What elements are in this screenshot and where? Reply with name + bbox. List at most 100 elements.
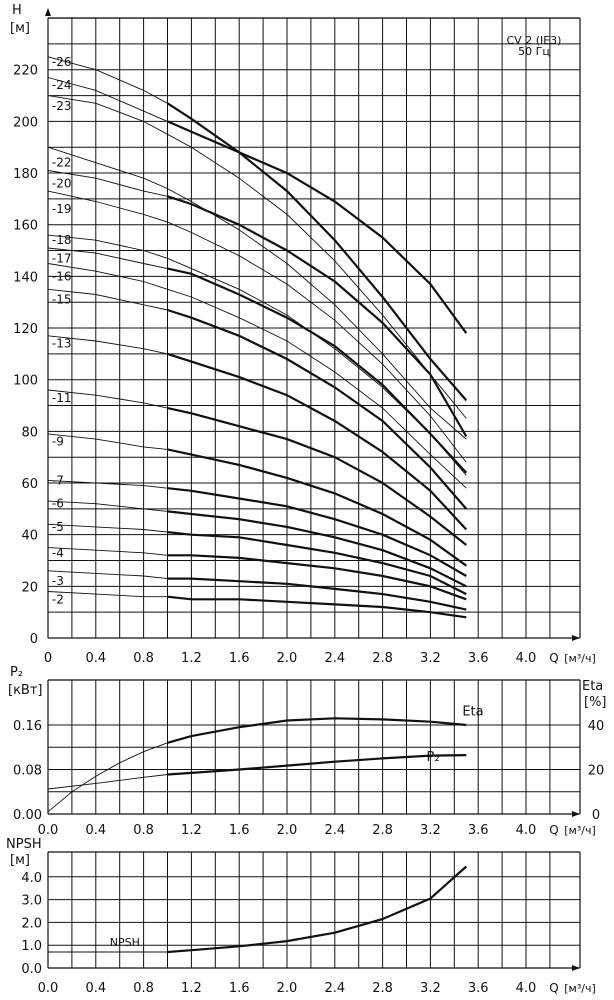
npsh-chart-panel: NPSH[м]0.01.02.03.04.00.0 0.4 0.8 1.2 1.6 2.0… xyxy=(6,837,596,996)
y-axis-arrow xyxy=(45,8,51,16)
y-tick-label: 100 xyxy=(13,374,38,389)
x-tick-label: 1.6 xyxy=(229,981,250,996)
curve-thin--22 xyxy=(47,146,467,440)
y-axis-right-unit: [%] xyxy=(584,695,607,710)
y-tick-label: 0.00 xyxy=(13,808,42,823)
x-tick-label: 2.4 xyxy=(324,651,345,666)
curve-thin-Eta xyxy=(47,742,168,813)
y-tick-label: 200 xyxy=(13,115,38,130)
y-tick-label: 2.0 xyxy=(21,916,42,931)
curve-thick--7 xyxy=(167,487,467,577)
y-tick-label: 0.0 xyxy=(21,962,42,977)
x-axis-unit: [м³/ч] xyxy=(564,652,596,665)
series-label: -15 xyxy=(52,293,72,307)
series-label: -11 xyxy=(52,391,72,405)
curve-thick--24 xyxy=(167,120,468,334)
x-axis-arrow xyxy=(572,811,580,817)
series-label: -17 xyxy=(52,251,72,265)
curve-thick--20 xyxy=(167,195,468,438)
x-tick-label: 0.0 xyxy=(38,823,59,838)
series-label: -13 xyxy=(52,337,72,351)
chart-subtitle: 50 Гц xyxy=(518,45,550,58)
x-tick-label: 3.6 xyxy=(468,651,489,666)
curve-thin--11 xyxy=(47,389,168,409)
x-tick-label: 2.4 xyxy=(324,981,345,996)
x-tick-label: 2.8 xyxy=(372,651,393,666)
y-axis-unit: [м] xyxy=(10,853,30,868)
curve-thin--26 xyxy=(47,56,168,104)
x-tick-label: 0 xyxy=(44,651,52,666)
x-tick-label: 4.0 xyxy=(516,823,537,838)
x-tick-label: 0.8 xyxy=(133,823,154,838)
curve-thin--19 xyxy=(47,190,467,463)
curve-thick-P xyxy=(167,754,467,776)
y-tick-label: 220 xyxy=(13,64,38,79)
curve-thin--4 xyxy=(47,547,168,556)
x-tick-label: 2.0 xyxy=(277,651,298,666)
y-tick-label: 160 xyxy=(13,219,38,234)
x-tick-label: 1.6 xyxy=(229,651,250,666)
curve-thick--11 xyxy=(167,407,467,546)
curve-thick-NPSH xyxy=(167,865,468,954)
curve-thin--18 xyxy=(47,234,467,476)
y-axis-unit: [м] xyxy=(10,21,30,36)
x-tick-label: 2.8 xyxy=(372,823,393,838)
series-label: -2 xyxy=(52,592,64,606)
head-chart-panel: H [м] 0 20 40 60 80 100 120 140 160 180 200 220 0 0.4 0.… xyxy=(10,3,596,666)
series-label: -6 xyxy=(52,497,64,511)
x-tick-label: 1.6 xyxy=(229,823,250,838)
y-axis-title: P₂ xyxy=(10,665,23,680)
y-tick-label: 20 xyxy=(21,580,38,595)
x-tick-label: 3.6 xyxy=(468,981,489,996)
curve-thin-P xyxy=(47,774,168,790)
series-label: -7 xyxy=(52,473,64,487)
curve-thick--17 xyxy=(167,267,468,474)
y-tick-label: 0.08 xyxy=(13,764,42,779)
series-label: Eta xyxy=(462,704,483,719)
x-tick-label: 2.0 xyxy=(277,823,298,838)
x-tick-label: 2.8 xyxy=(372,981,393,996)
curve-thick-Eta xyxy=(167,717,467,744)
x-tick-label: 2.4 xyxy=(324,823,345,838)
x-tick-label: 0.4 xyxy=(85,981,106,996)
x-axis-letter: Q xyxy=(549,651,558,665)
curve-thick--4 xyxy=(167,554,467,601)
y-tick-label: 60 xyxy=(21,477,38,492)
x-tick-label: 4.0 xyxy=(516,651,537,666)
y-tick-label: 80 xyxy=(21,425,38,440)
curve-thick--9 xyxy=(167,448,467,567)
x-axis-arrow xyxy=(572,635,580,641)
series-label: -19 xyxy=(52,202,72,216)
curve-thin--7 xyxy=(47,479,168,489)
y-tick-label: 0.16 xyxy=(13,719,42,734)
y-tick-label: 120 xyxy=(13,322,38,337)
series-label: -22 xyxy=(52,156,72,170)
curve-thin--23 xyxy=(47,95,467,419)
x-tick-label: 4.0 xyxy=(516,981,537,996)
series-label: -4 xyxy=(52,546,64,560)
curve-thin--13 xyxy=(47,335,168,355)
y-axis-title: H xyxy=(12,3,22,18)
x-tick-label: 0.8 xyxy=(133,651,154,666)
y-axis-title: NPSH xyxy=(6,837,42,852)
x-axis-unit: [м³/ч] xyxy=(564,982,596,995)
x-tick-label: 3.2 xyxy=(420,651,441,666)
curve-thick--6 xyxy=(167,510,467,588)
x-axis-unit: [м³/ч] xyxy=(564,824,596,837)
curve-thin--24 xyxy=(47,77,168,122)
series-label: NPSH xyxy=(110,936,140,949)
y-axis-unit: [кВт] xyxy=(8,683,43,698)
curve-thin--9 xyxy=(47,433,168,450)
curve-thin--2 xyxy=(47,591,168,598)
x-axis-arrow xyxy=(572,965,580,971)
curve-thick--13 xyxy=(167,352,468,531)
y-tick-label: 180 xyxy=(13,167,38,182)
series-label: -16 xyxy=(52,269,72,283)
series-label: -3 xyxy=(52,574,64,588)
x-axis-letter: Q xyxy=(549,981,558,995)
curve-thin--5 xyxy=(47,523,168,533)
x-tick-label: 1.2 xyxy=(181,651,202,666)
series-label: -23 xyxy=(52,99,72,113)
